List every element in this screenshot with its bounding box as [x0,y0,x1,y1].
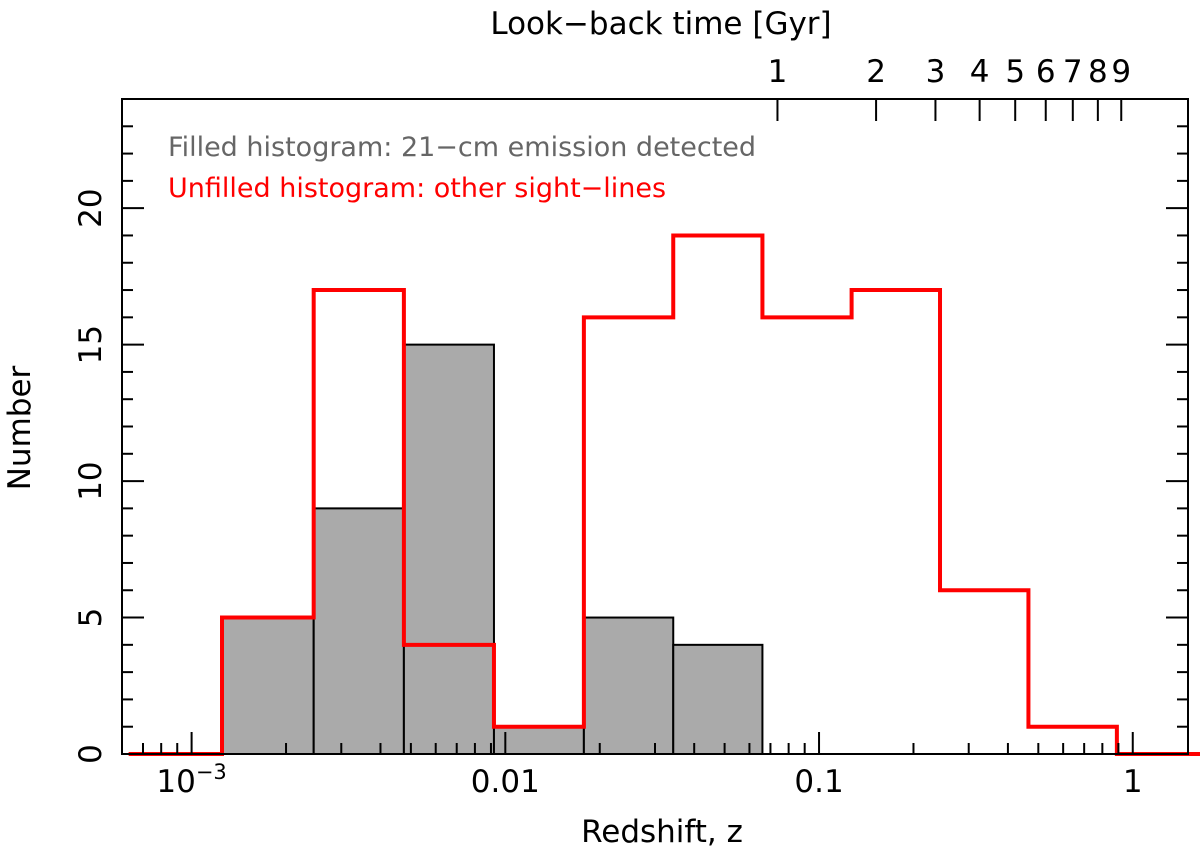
top-tick-label: 4 [970,54,990,90]
y-tick-label: 5 [73,608,109,628]
x-tick-label-exponent: −3 [196,760,227,784]
filled-bar [402,343,495,755]
filled-bar [582,616,675,756]
legend-unfilled-label: Unfilled histogram: other sight−lines [168,173,666,204]
top-tick-label: 7 [1063,54,1083,90]
top-tick-label: 9 [1111,54,1131,90]
filled-bar [312,507,405,755]
y-tick-label: 0 [73,744,109,764]
top-tick-label: 8 [1088,54,1108,90]
tick-marks [121,98,1188,755]
step-line [128,233,1200,756]
legend-filled-label: Filled histogram: 21−cm emission detecte… [168,132,756,163]
x-tick-label: 10−3 [156,760,226,800]
filled-bar [672,643,764,755]
x-tick-label: 0.01 [471,764,540,800]
top-tick-label: 5 [1005,54,1025,90]
top-axis-label: Look−back time [Gyr] [490,6,831,42]
y-tick-label: 10 [73,461,109,500]
filled-bar [492,725,585,755]
top-tick-label: 2 [866,54,886,90]
filled-histogram-series [221,343,764,756]
y-tick-label: 15 [73,325,109,364]
y-axis-label: Number [2,365,38,490]
x-tick-label: 0.1 [794,764,843,800]
y-tick-label: 20 [73,188,109,227]
top-tick-label: 6 [1036,54,1056,90]
x-axis-label: Redshift, z [581,814,743,850]
top-tick-label: 1 [768,54,788,90]
top-tick-label: 3 [926,54,946,90]
unfilled-histogram-series [128,233,1200,756]
x-tick-label: 1 [1123,764,1143,800]
filled-bar [221,616,315,756]
